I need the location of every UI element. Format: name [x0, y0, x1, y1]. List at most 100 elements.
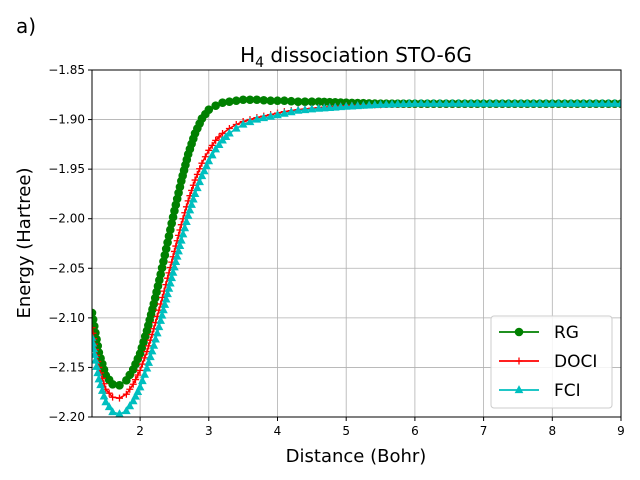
data-point-doci: [126, 385, 134, 393]
data-point-fci: [156, 315, 166, 324]
data-point-fci: [314, 103, 324, 112]
data-point-doci: [143, 348, 151, 356]
data-point-fci: [473, 98, 482, 107]
data-point-fci: [376, 99, 385, 108]
data-point-fci: [393, 99, 403, 108]
x-tick-label: 6: [411, 424, 419, 438]
data-point-rg: [231, 96, 241, 106]
data-point-fci: [122, 406, 131, 415]
data-point-fci: [566, 98, 576, 107]
data-point-fci: [125, 401, 135, 410]
data-point-fci: [560, 98, 570, 107]
data-point-fci: [429, 98, 438, 107]
data-point-fci: [245, 117, 255, 126]
data-point-fci: [192, 183, 202, 192]
data-point-fci: [510, 98, 520, 107]
x-tick-label: 5: [342, 424, 350, 438]
chart-title-subscript: 4: [255, 55, 264, 71]
data-point-fci: [138, 376, 147, 385]
data-point-fci: [273, 110, 282, 119]
legend-label-fci: FCI: [554, 381, 581, 401]
data-point-fci: [178, 229, 188, 238]
legend: RG DOCI FCI: [490, 315, 613, 409]
data-point-fci: [188, 194, 198, 203]
data-point-fci: [131, 391, 140, 400]
data-point-doci: [115, 394, 123, 402]
data-point-fci: [381, 99, 391, 108]
data-point-rg: [108, 379, 117, 389]
data-point-fci: [182, 217, 191, 226]
data-point-rg: [115, 380, 124, 390]
data-point-fci: [280, 108, 289, 117]
data-point-doci: [198, 159, 206, 167]
y-tick-label: −2.05: [48, 261, 85, 275]
data-point-fci: [466, 98, 476, 107]
data-point-fci: [172, 251, 182, 260]
data-point-fci: [180, 223, 190, 232]
data-point-doci: [138, 360, 146, 368]
data-point-doci: [189, 181, 197, 189]
data-point-fci: [157, 310, 167, 319]
data-point-fci: [140, 369, 150, 378]
data-point-fci: [128, 396, 138, 405]
data-point-fci: [610, 98, 620, 107]
data-point-rg: [218, 98, 227, 108]
data-point-fci: [547, 98, 557, 107]
data-point-fci: [238, 119, 248, 128]
data-point-fci: [579, 98, 588, 107]
data-point-doci: [191, 176, 199, 184]
data-point-fci: [572, 98, 582, 107]
data-point-fci: [448, 98, 457, 107]
data-point-fci: [152, 328, 162, 337]
data-point-fci: [252, 114, 262, 123]
data-point-fci: [497, 98, 507, 107]
y-tick-label: −1.90: [48, 113, 85, 127]
data-point-fci: [190, 189, 200, 198]
chart-title-rest: dissociation STO-6G: [264, 43, 472, 67]
chart-title-main: H: [240, 43, 255, 67]
data-point-fci: [108, 407, 117, 416]
data-point-fci: [359, 100, 368, 109]
data-point-doci: [122, 390, 130, 398]
data-point-fci: [151, 334, 160, 343]
data-point-fci: [92, 361, 101, 370]
data-point-fci: [364, 100, 374, 109]
y-tick-label: −2.20: [48, 410, 85, 424]
data-point-fci: [585, 98, 595, 107]
data-point-doci: [145, 342, 153, 350]
data-point-fci: [164, 283, 174, 292]
data-point-fci: [207, 150, 217, 159]
data-point-fci: [183, 210, 193, 219]
data-point-fci: [167, 273, 177, 282]
data-point-fci: [195, 177, 204, 186]
data-point-doci: [208, 141, 216, 149]
data-point-fci: [325, 103, 335, 111]
data-point-fci: [104, 402, 114, 411]
data-point-fci: [399, 99, 408, 108]
data-point-fci: [535, 98, 545, 107]
data-point-fci: [319, 103, 329, 112]
x-tick-label: 3: [205, 424, 213, 438]
data-point-rg: [204, 105, 214, 114]
data-point-fci: [347, 101, 357, 110]
data-point-doci: [136, 366, 144, 374]
tick-layer: 2 3 4 5 6 7 8 9 −1.85 −1.90 −1.95 −2.00 −2.05 −2.10 −2…: [48, 63, 625, 438]
data-point-doci: [105, 389, 113, 397]
data-point-fci: [175, 241, 185, 249]
data-point-fci: [336, 102, 346, 111]
data-point-fci: [163, 289, 172, 298]
y-axis-label: Energy (Hartree): [14, 168, 35, 319]
data-point-fci: [144, 357, 154, 366]
legend-label-rg: RG: [554, 323, 579, 343]
plot-frame: [91, 69, 622, 418]
data-point-doci: [215, 133, 223, 141]
y-tick-label: −2.00: [48, 212, 85, 226]
data-point-fci: [554, 98, 563, 107]
data-point-fci: [168, 267, 178, 276]
data-point-fci: [591, 98, 601, 107]
data-point-fci: [161, 294, 171, 303]
data-point-fci: [225, 128, 234, 137]
data-point-fci: [597, 98, 607, 107]
y-tick-label: −2.10: [48, 311, 85, 325]
